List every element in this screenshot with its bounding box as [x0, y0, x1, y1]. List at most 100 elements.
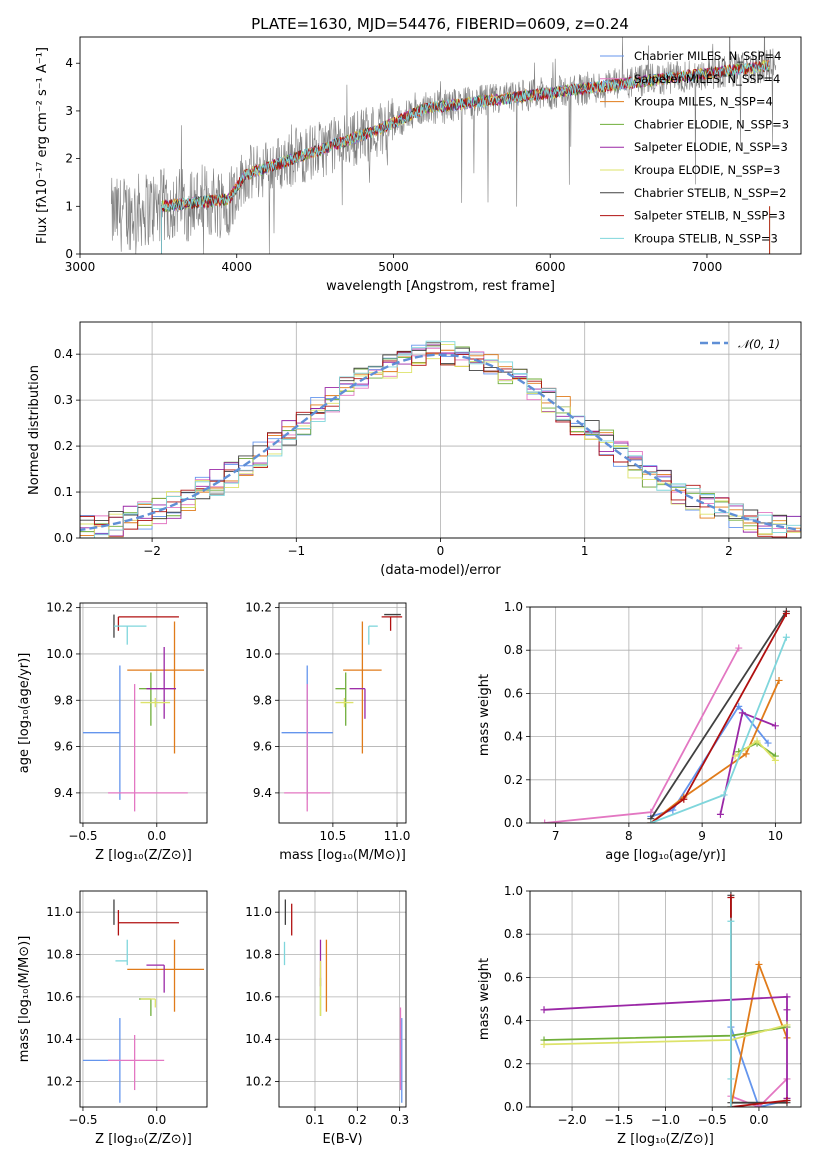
x-tick-label: 6000	[535, 260, 566, 274]
weight-marker-salpeter_elodie	[783, 1006, 791, 1014]
axes-frame	[529, 890, 802, 1108]
y-tick-label: 0.0	[504, 1100, 523, 1114]
model-line-chabrier_stelib	[161, 62, 770, 212]
panel-mass_vs_Z: −0.5 0.0 10.2 10.4 10.6 10.8 11.0 Z [log₁₀(Z/Z⊙…	[17, 890, 208, 1147]
x-tick-label: 10	[768, 829, 783, 843]
weight-marker-kroupa_elodie	[771, 756, 779, 764]
plot-area-spectrum	[111, 37, 777, 254]
y-tick-label: 0	[65, 247, 73, 261]
weight-marker-salpeter_miles	[755, 1103, 763, 1107]
weight-line-kroupa_miles	[650, 680, 780, 823]
model-line-kroupa_stelib	[161, 61, 770, 211]
y-tick-label: 11.0	[245, 905, 272, 919]
y-tick-label: 10.4	[46, 1032, 73, 1046]
legend-label-salpeter_elodie: Salpeter ELODIE, N_SSP=3	[634, 140, 788, 154]
weight-marker-kroupa_elodie	[753, 737, 761, 745]
panel-mass_vs_ebv: 0.1 0.2 0.3 10.2 10.4 10.6 10.8 11.0 E(B-V)	[245, 890, 409, 1147]
x-tick-label: 0.1	[305, 1113, 324, 1127]
y-tick-label: 10.8	[245, 948, 272, 962]
y-tick-label: 0.3	[54, 393, 73, 407]
y-tick-label: 9.6	[54, 740, 73, 754]
x-tick-label: 9	[698, 829, 706, 843]
legend-label-salpeter_miles: Salpeter MILES, N_SSP=4	[634, 72, 780, 86]
weight-marker-salpeter_miles	[735, 644, 743, 652]
weight-line-salpeter_miles	[730, 1078, 788, 1107]
y-tick-label: 0.6	[504, 686, 523, 700]
x-tick-label: 11.0	[384, 829, 411, 843]
legend-label-chabrier_elodie: Chabrier ELODIE, N_SSP=3	[634, 117, 789, 131]
y-tick-label: 10.0	[46, 647, 73, 661]
x-tick-label: 5000	[378, 260, 409, 274]
axes-frame	[529, 606, 802, 824]
weight-marker-kroupa_stelib	[720, 791, 728, 799]
plot-area-mass_vs_Z	[82, 899, 205, 1103]
y-axis-label: mass weight	[477, 674, 492, 756]
weight-marker-kroupa_stelib	[727, 1075, 735, 1083]
x-tick-label: 1	[581, 544, 589, 558]
x-tick-label: 0.0	[749, 1113, 768, 1127]
y-axis-label: mass weight	[477, 958, 492, 1040]
legend-label-kroupa_stelib: Kroupa STELIB, N_SSP=3	[634, 231, 778, 245]
weight-marker-kroupa_miles	[775, 676, 783, 684]
y-tick-label: 9.6	[253, 740, 272, 754]
y-tick-label: 9.8	[54, 693, 73, 707]
x-tick-label: 0.0	[147, 829, 166, 843]
y-tick-label: 9.4	[253, 786, 272, 800]
y-tick-label: 0.4	[504, 730, 523, 744]
y-tick-label: 2	[65, 152, 73, 166]
x-tick-label: 0.3	[390, 1113, 409, 1127]
x-tick-label: 4000	[221, 260, 252, 274]
x-axis-label: mass [log₁₀(M/M⊙)]	[279, 848, 406, 863]
y-tick-label: 1.0	[504, 884, 523, 898]
plot-area-mass_vs_ebv	[283, 899, 403, 1103]
weight-marker-chabrier_miles	[764, 739, 772, 747]
y-tick-label: 0.8	[504, 643, 523, 657]
weight-marker-chabrier_miles	[735, 702, 743, 710]
x-tick-label: −1.5	[604, 1113, 633, 1127]
x-tick-label: 0	[437, 544, 445, 558]
y-axis-label: Normed distribution	[27, 365, 42, 495]
x-axis-label: Z [log₁₀(Z/Z⊙)]	[95, 848, 192, 863]
y-tick-label: 10.4	[245, 1032, 272, 1046]
y-tick-label: 9.4	[54, 786, 73, 800]
plot-area-age_vs_Z	[82, 614, 205, 812]
weight-marker-salpeter_elodie	[540, 1006, 548, 1014]
weight-marker-salpeter_miles	[647, 808, 655, 816]
weight-marker-kroupa_elodie	[783, 1021, 791, 1029]
axes-frame	[278, 890, 407, 1108]
legend-label-normal: 𝒩(0, 1)	[738, 337, 780, 351]
y-tick-label: 10.2	[46, 601, 73, 615]
panel-age_vs_mass: 10.5 11.0 9.4 9.6 9.8 10.0 10.2 mass [log₁₀(M/M…	[245, 601, 410, 863]
weight-marker-kroupa_miles	[742, 750, 750, 758]
weight-marker-kroupa_stelib	[727, 1103, 735, 1107]
x-tick-label: 0.0	[147, 1113, 166, 1127]
model-line-salpeter_stelib	[161, 61, 770, 212]
panel-weight_vs_age: 7 8 9 10 0.0 0.2 0.4 0.6 0.8 1.0 age [log₁₀(age/yr…	[477, 600, 802, 863]
y-tick-label: 4	[65, 56, 73, 70]
plot-area-weight_vs_age	[541, 607, 790, 823]
normal-curve	[80, 353, 801, 532]
x-tick-label: 7	[552, 829, 560, 843]
legend-label-kroupa_miles: Kroupa MILES, N_SSP=4	[634, 95, 773, 109]
weight-marker-salpeter_elodie	[771, 722, 779, 730]
weight-marker-salpeter_elodie	[716, 810, 724, 818]
y-tick-label: 10.2	[46, 1075, 73, 1089]
weight-marker-salpeter_elodie	[738, 709, 746, 717]
x-tick-label: 3000	[65, 260, 96, 274]
y-tick-label: 10.2	[245, 1075, 272, 1089]
weight-line-salpeter_miles	[544, 647, 740, 823]
y-tick-label: 11.0	[46, 905, 73, 919]
x-axis-label: E(B-V)	[322, 1132, 362, 1147]
weight-marker-salpeter_stelib	[783, 1097, 791, 1105]
y-axis-label: age [log₁₀(age/yr)]	[17, 653, 32, 774]
legend-label-kroupa_elodie: Kroupa ELODIE, N_SSP=3	[634, 163, 780, 177]
plot-area-residuals	[80, 340, 801, 538]
y-tick-label: 3	[65, 104, 73, 118]
y-tick-label: 10.6	[245, 990, 272, 1004]
x-axis-label: Z [log₁₀(Z/Z⊙)]	[95, 1132, 192, 1147]
panel-residuals: −2 −1 0 1 2 0.0 0.1 0.2 0.3 0.4 (data-model)/error…	[27, 321, 802, 578]
axes-frame	[79, 321, 802, 539]
weight-marker-salpeter_stelib	[680, 795, 688, 803]
x-axis-label: wavelength [Angstrom, rest frame]	[326, 279, 555, 294]
weight-marker-kroupa_miles	[755, 960, 763, 968]
